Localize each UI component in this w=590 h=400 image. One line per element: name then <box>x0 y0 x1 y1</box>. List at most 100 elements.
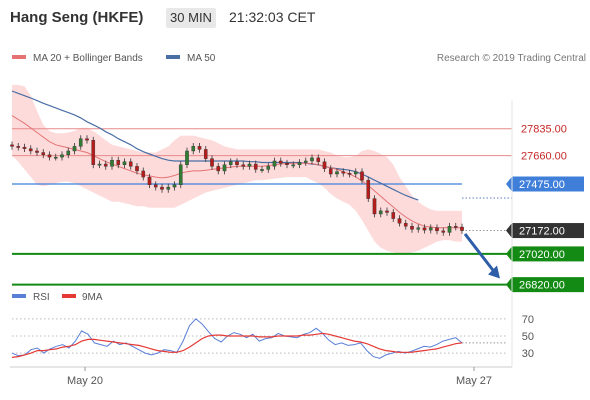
candle-body <box>85 138 89 141</box>
candle-body <box>316 157 321 162</box>
candle-body <box>453 226 458 228</box>
candle-body <box>228 161 233 165</box>
resistance-level-label: 27660.00 <box>521 151 567 163</box>
candle-body <box>41 152 46 156</box>
rsi-tick-label: 50 <box>522 331 534 343</box>
candle-body <box>378 210 383 215</box>
bb-legend-label: MA 20 + Bollinger Bands <box>33 53 143 64</box>
candle-body <box>135 166 139 172</box>
candle-body <box>47 154 52 158</box>
candle-body <box>428 227 433 231</box>
candle-body <box>247 163 252 167</box>
bollinger-band-area <box>12 84 462 254</box>
instrument-title: Hang Seng (HKFE) <box>10 9 144 26</box>
candle-body <box>385 210 389 213</box>
main-legend: MA 20 + Bollinger Bands MA 50 Research ©… <box>12 53 586 64</box>
candle-body <box>72 146 77 152</box>
candle-body <box>397 218 402 224</box>
candle-body <box>410 226 414 230</box>
candle-body <box>460 226 464 231</box>
candle-body <box>235 161 239 165</box>
rsi-legend-swatch <box>12 294 26 298</box>
candle-body <box>66 150 71 156</box>
candle-body <box>310 157 314 162</box>
bb-legend-swatch <box>12 55 26 59</box>
candle-body <box>16 146 21 148</box>
ma50-line <box>11 90 419 201</box>
candle-body <box>60 154 64 158</box>
candle-body <box>278 160 283 164</box>
rsi-legend: RSI 9MA <box>12 292 103 303</box>
forecast-arrow-shaft <box>463 233 496 273</box>
rsi-plot: 70 50 30 <box>11 314 534 360</box>
pivot-level-label-pointer <box>506 176 512 192</box>
candle-body <box>441 230 446 233</box>
support-level-label-pointer <box>506 246 512 262</box>
candle-body <box>391 212 396 219</box>
candle-body <box>53 156 58 159</box>
forecast-arrow-head <box>488 265 500 279</box>
research-credit: Research © 2019 Trading Central <box>437 53 586 64</box>
rsi-tick-label: 30 <box>522 348 534 360</box>
ma50-legend-label: MA 50 <box>187 53 216 64</box>
candle-body <box>128 161 133 167</box>
candle-body <box>35 150 39 153</box>
resistance-level-label: 27835.00 <box>521 124 567 136</box>
rsi-ma-legend-label: 9MA <box>82 292 103 303</box>
candle-body <box>203 149 208 159</box>
rsi-tick-label: 70 <box>522 314 534 326</box>
support-level-label-box <box>512 246 584 262</box>
candle-body <box>341 171 346 174</box>
timeframe-badge[interactable]: 30 MIN <box>166 8 216 28</box>
main-plot: 27835.00 27660.00 27475.00 27172.00 27020.00… <box>10 84 584 293</box>
candle-body <box>222 164 227 172</box>
candle-body <box>122 161 127 165</box>
pivot-level-label: 27475.00 <box>519 179 565 191</box>
candle-body <box>416 227 421 230</box>
candle-body <box>153 184 158 188</box>
candle-body <box>197 146 202 150</box>
candle-body <box>447 226 452 233</box>
candle-body <box>103 163 108 167</box>
candle-body <box>253 163 258 170</box>
candle-body <box>422 227 427 231</box>
candle-body <box>260 169 264 171</box>
rsi-ma-legend-swatch <box>62 294 76 298</box>
candle-body <box>178 164 183 185</box>
support-level-label: 26820.00 <box>519 280 565 292</box>
pivot-level-label-box <box>512 176 584 192</box>
candle-body <box>241 164 246 167</box>
current-price-label-pointer <box>506 223 512 239</box>
candle-body <box>435 227 439 232</box>
support-level-label-pointer <box>506 277 512 293</box>
candle-body <box>10 144 14 147</box>
x-tick-label: May 27 <box>456 375 492 387</box>
candle-body <box>335 171 339 175</box>
chart-header: Hang Seng (HKFE) 30 MIN 21:32:03 CET <box>0 0 590 38</box>
timestamp: 21:32:03 CET <box>229 9 316 25</box>
current-price-label-box <box>512 223 584 239</box>
rsi-legend-label: RSI <box>33 292 50 303</box>
candle-body <box>272 160 277 167</box>
candle-body <box>191 146 196 152</box>
candle-body <box>160 186 164 190</box>
candle-body <box>116 159 121 165</box>
candle-body <box>185 150 189 165</box>
support-level-label-box <box>512 277 584 293</box>
candle-body <box>147 176 152 185</box>
current-price-label: 27172.00 <box>519 226 565 238</box>
candle-body <box>216 166 221 172</box>
candle-body <box>110 159 114 167</box>
candle-body <box>172 184 177 188</box>
ma50-legend-swatch <box>166 55 180 59</box>
candle-body <box>328 168 333 175</box>
candle-body <box>78 138 83 147</box>
candle-body <box>297 162 302 165</box>
candle-body <box>141 170 146 178</box>
candle-body <box>291 164 296 167</box>
rsi-ma-line <box>11 332 463 358</box>
x-tick-label: May 20 <box>67 375 103 387</box>
candle-body <box>366 179 371 199</box>
candle-body <box>347 173 352 175</box>
candle-body <box>166 186 171 190</box>
